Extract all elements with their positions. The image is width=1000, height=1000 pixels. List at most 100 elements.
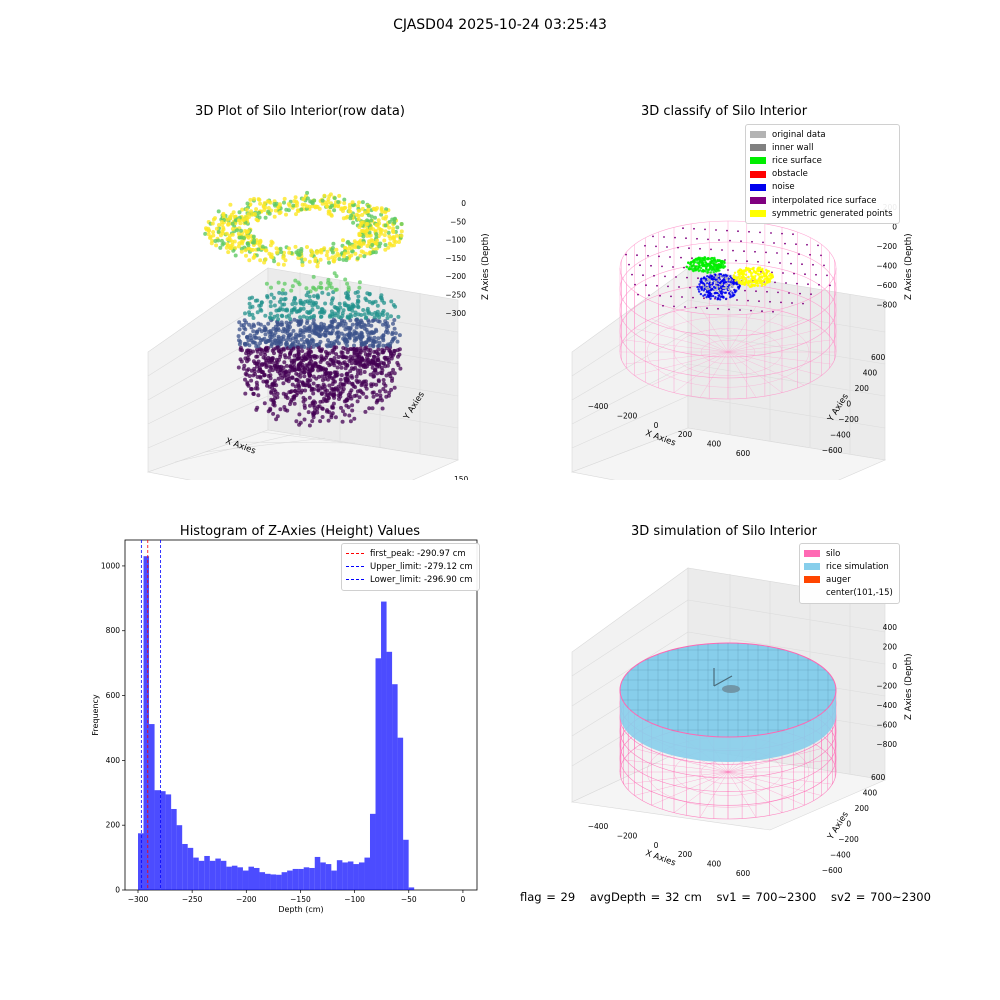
histogram-bar	[397, 737, 404, 890]
classify-legend-item: rice surface	[750, 154, 893, 167]
simulation-y-tick-2: 200	[855, 804, 870, 813]
simulation-plot-title: 3D simulation of Silo Interior	[631, 524, 817, 539]
classify-x-tick-5: 600	[736, 449, 751, 458]
histogram-bar	[336, 860, 343, 890]
histogram-bar	[381, 601, 387, 890]
simulation-legend: silo rice simulation auger center(101,-15)	[799, 543, 900, 604]
classify-y-tick-6: −600	[822, 446, 843, 455]
histogram-y-tick: 800	[106, 626, 121, 635]
histogram-bar	[143, 556, 150, 890]
histogram-axes-frame	[124, 539, 478, 891]
raw-pane-floor	[146, 429, 460, 480]
legend-line-swatch	[346, 579, 364, 581]
simulation-x-tick-4: 400	[707, 860, 722, 869]
simulation-auger	[713, 668, 740, 693]
histogram-bar	[353, 864, 359, 890]
simulation-y-tick-1: 400	[863, 789, 878, 798]
histogram-bar	[160, 791, 166, 890]
legend-label: silo	[826, 548, 841, 559]
legend-label: inner wall	[772, 142, 814, 153]
histogram-bar	[292, 868, 299, 890]
legend-label: obstacle	[772, 169, 808, 180]
simulation-x-ticks: −400 −200 0 200 400 600	[588, 822, 751, 878]
classify-silo-wireframe	[619, 220, 837, 400]
simulation-x-tick-2: 0	[654, 841, 659, 850]
raw-3d-plot: −200−150−100−50050100150 150100500−50−10…	[146, 190, 491, 480]
histogram-y-tick: 0	[115, 886, 120, 895]
classify-points	[625, 227, 831, 313]
raw-z-tick-2: −100	[445, 236, 466, 245]
simulation-legend-item: rice simulation	[804, 560, 893, 573]
histogram-legend-item: Upper_limit: -279.12 cm	[346, 560, 473, 573]
legend-swatch	[804, 563, 820, 571]
histogram-y-tick: 400	[106, 756, 121, 765]
raw-point-cloud	[203, 190, 404, 428]
legend-label: Upper_limit: -279.12 cm	[370, 561, 473, 572]
histogram-bar	[209, 860, 216, 890]
histogram-title: Histogram of Z-Axies (Height) Values	[179, 524, 421, 539]
histogram-x-label: Depth (cm)	[278, 905, 323, 914]
legend-label: rice simulation	[826, 561, 889, 572]
footer-status: flag = 29 avgDepth = 32 cm sv1 = 700~230…	[520, 890, 941, 904]
histogram-bar	[369, 813, 376, 890]
legend-label: Lower_limit: -296.90 cm	[370, 574, 473, 585]
histogram-bar	[198, 860, 205, 890]
classify-legend-item: original data	[750, 128, 893, 141]
classify-z-label: Z Axies (Depth)	[904, 233, 914, 300]
histogram-bar	[265, 873, 271, 890]
classify-x-tick-2: 0	[654, 421, 659, 430]
legend-label: symmetric generated points	[772, 208, 893, 219]
histogram-bar	[358, 862, 365, 890]
classify-legend-item: obstacle	[750, 168, 893, 181]
histogram-bar	[375, 658, 382, 890]
classify-z-tick-1: 0	[892, 223, 897, 232]
simulation-x-tick-0: −400	[588, 822, 609, 831]
histogram-bar	[193, 857, 199, 890]
classify-y-tick-0: 600	[871, 353, 886, 362]
histogram-x-tick: −200	[236, 895, 257, 904]
legend-line-swatch	[346, 553, 364, 555]
legend-swatch	[750, 157, 766, 165]
histogram-bar	[226, 866, 232, 890]
classify-3d-plot: −400 −200 0 200 400 600 600 400 200 0 −200 −400 −60…	[570, 203, 914, 480]
histogram-bar	[242, 870, 249, 890]
histogram-bar	[309, 867, 315, 890]
histogram-bar	[149, 724, 155, 890]
footer-avg-depth: avgDepth = 32 cm	[589, 890, 702, 904]
histogram-legend-item: Lower_limit: -296.90 cm	[346, 573, 473, 586]
simulation-z-tick-5: −600	[876, 721, 897, 730]
histogram-bar	[331, 870, 337, 890]
simulation-y-tick-4: −200	[838, 835, 859, 844]
legend-label: rice surface	[772, 155, 822, 166]
histogram-y-ticks: 0 200 400 600 800 1000	[101, 561, 125, 895]
histogram-bar	[314, 856, 321, 890]
simulation-legend-item: silo	[804, 547, 893, 560]
simulation-3d-plot: −400 −200 0 200 400 600 600 400 200 0 −200 −400 −60…	[570, 567, 914, 878]
simulation-pane-floor	[570, 747, 887, 831]
simulation-legend-item: center(101,-15)	[804, 587, 893, 600]
raw-y-tick-0: 150	[454, 475, 469, 480]
histogram-x-tick: −100	[344, 895, 365, 904]
classify-y-tick-2: 200	[855, 384, 870, 393]
figure-suptitle: CJASD04 2025-10-24 03:25:43	[393, 17, 607, 33]
classify-x-ticks: −400 −200 0 200 400 600	[588, 402, 751, 458]
histogram-y-tick: 200	[106, 821, 121, 830]
histogram-bar	[248, 866, 254, 890]
histogram-y-tick: 1000	[101, 561, 120, 570]
simulation-x-tick-1: −200	[617, 831, 638, 840]
raw-y-ticks: 150100500−50−100−150	[454, 475, 469, 480]
simulation-z-tick-6: −800	[876, 740, 897, 749]
histogram-bar	[298, 868, 304, 890]
simulation-x-tick-3: 200	[678, 850, 693, 859]
classify-z-tick-3: −400	[876, 262, 897, 271]
histogram-x-tick: −250	[182, 895, 203, 904]
histogram-bar	[165, 794, 172, 890]
histogram-x-tick: −300	[128, 895, 149, 904]
histogram-bar	[176, 825, 183, 890]
histogram-bar	[237, 867, 243, 890]
histogram-bar	[325, 864, 332, 890]
legend-label: first_peak: -290.97 cm	[370, 548, 466, 559]
histogram-bar	[276, 874, 282, 890]
legend-label: auger	[826, 574, 851, 585]
raw-z-label: Z Axies (Depth)	[481, 233, 491, 300]
